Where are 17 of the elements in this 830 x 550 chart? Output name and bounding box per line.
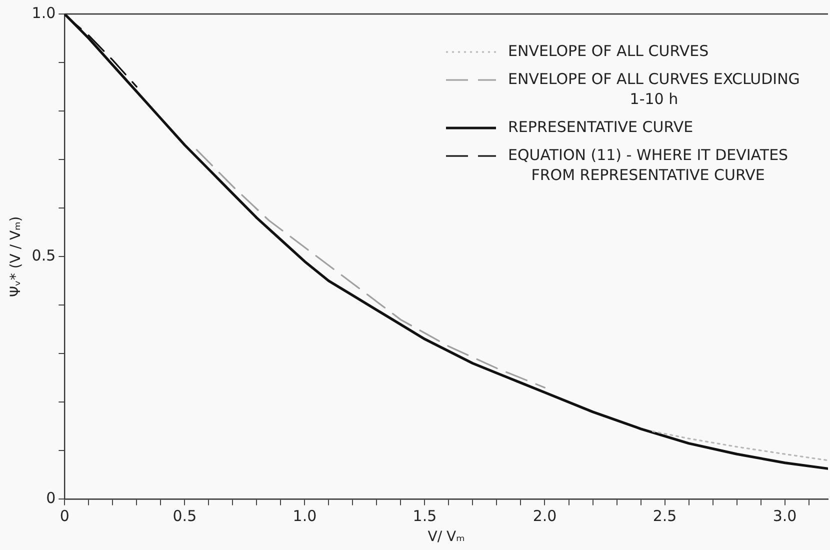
x-axis-title: V/ Vₘ [428,529,465,546]
y-tick-label: 1.0 [32,4,56,22]
legend-label: ENVELOPE OF ALL CURVES EXCLUDING 1-10 h [508,70,800,108]
x-tick-label: 2.0 [532,507,557,526]
line-series [652,430,828,462]
x-tick-label: 3.0 [772,507,797,526]
x-tick-label: 2.5 [652,507,677,526]
x-tick-label: 0 [60,507,70,526]
legend-label: EQUATION (11) - WHERE IT DEVIATES FROM REPRESENTATIVE CURVE [508,146,788,184]
legend-label: ENVELOPE OF ALL CURVES [508,42,709,60]
x-tick-label: 1.5 [412,507,437,526]
y-tick-label: 0 [46,489,56,508]
x-tick-label: 0.5 [172,507,197,526]
y-axis-title: Ψᵥ* (V / Vₘ) [8,216,24,297]
legend-label: REPRESENTATIVE CURVE [508,118,694,136]
x-tick-label: 1.0 [292,507,317,526]
y-tick-label: 0.5 [32,246,56,264]
